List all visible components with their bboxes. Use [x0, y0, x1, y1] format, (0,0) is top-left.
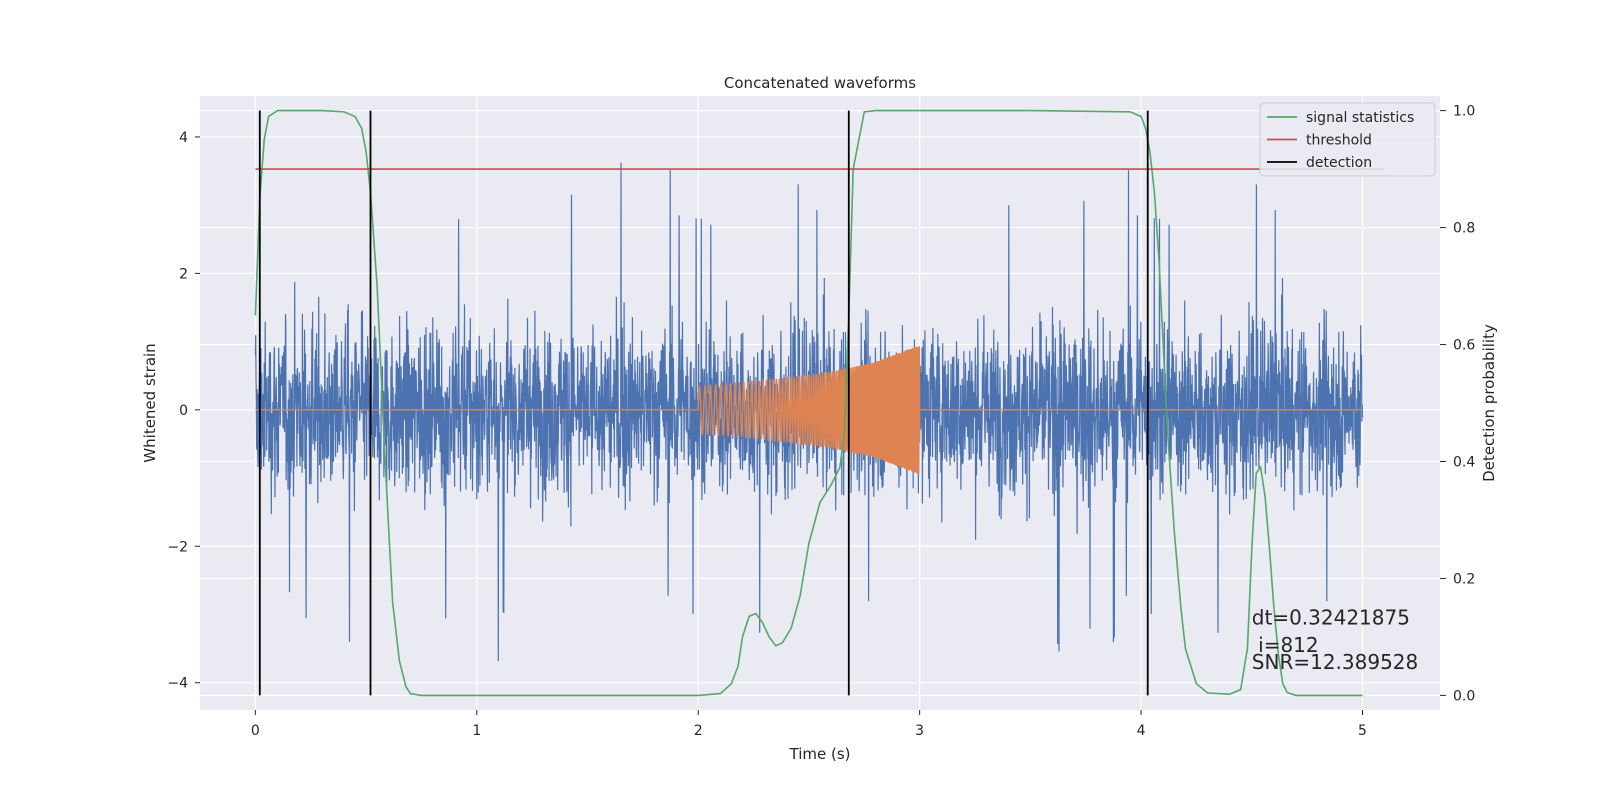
- signal-statistics-series: [254, 109, 1363, 697]
- legend-label: detection: [1306, 155, 1372, 171]
- x-tick-label: 4: [1137, 723, 1146, 739]
- x-tick-label: 3: [915, 723, 924, 739]
- legend: signal statistics threshold detection: [1259, 102, 1436, 177]
- x-axis-label: Time (s): [789, 745, 851, 763]
- y2-tick-label: 0.2: [1453, 571, 1475, 587]
- legend-frame: [1259, 102, 1436, 177]
- chart-title: Concatenated waveforms: [724, 74, 916, 92]
- annotation-text: SNR=12.389528: [1252, 650, 1418, 674]
- y2-axis-label: Detection probability: [1480, 324, 1498, 482]
- legend-label: threshold: [1306, 133, 1372, 149]
- x-tick-label: 0: [251, 723, 260, 739]
- overlay-layer: [254, 109, 1385, 697]
- y-tick-label: 4: [179, 130, 188, 146]
- annotation-text: dt=0.32421875: [1252, 606, 1410, 630]
- strain-noise-series: [254, 162, 1364, 662]
- y-tick-label: 2: [179, 266, 188, 282]
- series-layer: [254, 162, 1364, 662]
- x-tick-label: 1: [472, 723, 481, 739]
- x-tick-label: 2: [694, 723, 703, 739]
- legend-label: signal statistics: [1306, 110, 1414, 126]
- y2-tick-label: 0.0: [1453, 688, 1475, 704]
- y2-tick-label: 0.4: [1453, 454, 1475, 470]
- annotation-text: i=812: [1252, 633, 1319, 657]
- y2-tick-label: 0.6: [1453, 338, 1475, 354]
- y-tick-label: −2: [167, 539, 188, 555]
- y2-tick-label: 1.0: [1453, 104, 1475, 120]
- injected-waveform-series: [255, 346, 1363, 475]
- y-tick-label: 0: [179, 403, 188, 419]
- y-axis-label: Whitened strain: [141, 343, 159, 462]
- y2-tick-label: 0.8: [1453, 221, 1475, 237]
- y-tick-label: −4: [167, 676, 188, 692]
- x-tick-label: 5: [1358, 723, 1367, 739]
- axes: 0 1 2 3 4 5 −4 −2 0 2 4 0.0 0.2 0.4 0.6 0.8 1.0 dt=0.3242…: [167, 104, 1475, 739]
